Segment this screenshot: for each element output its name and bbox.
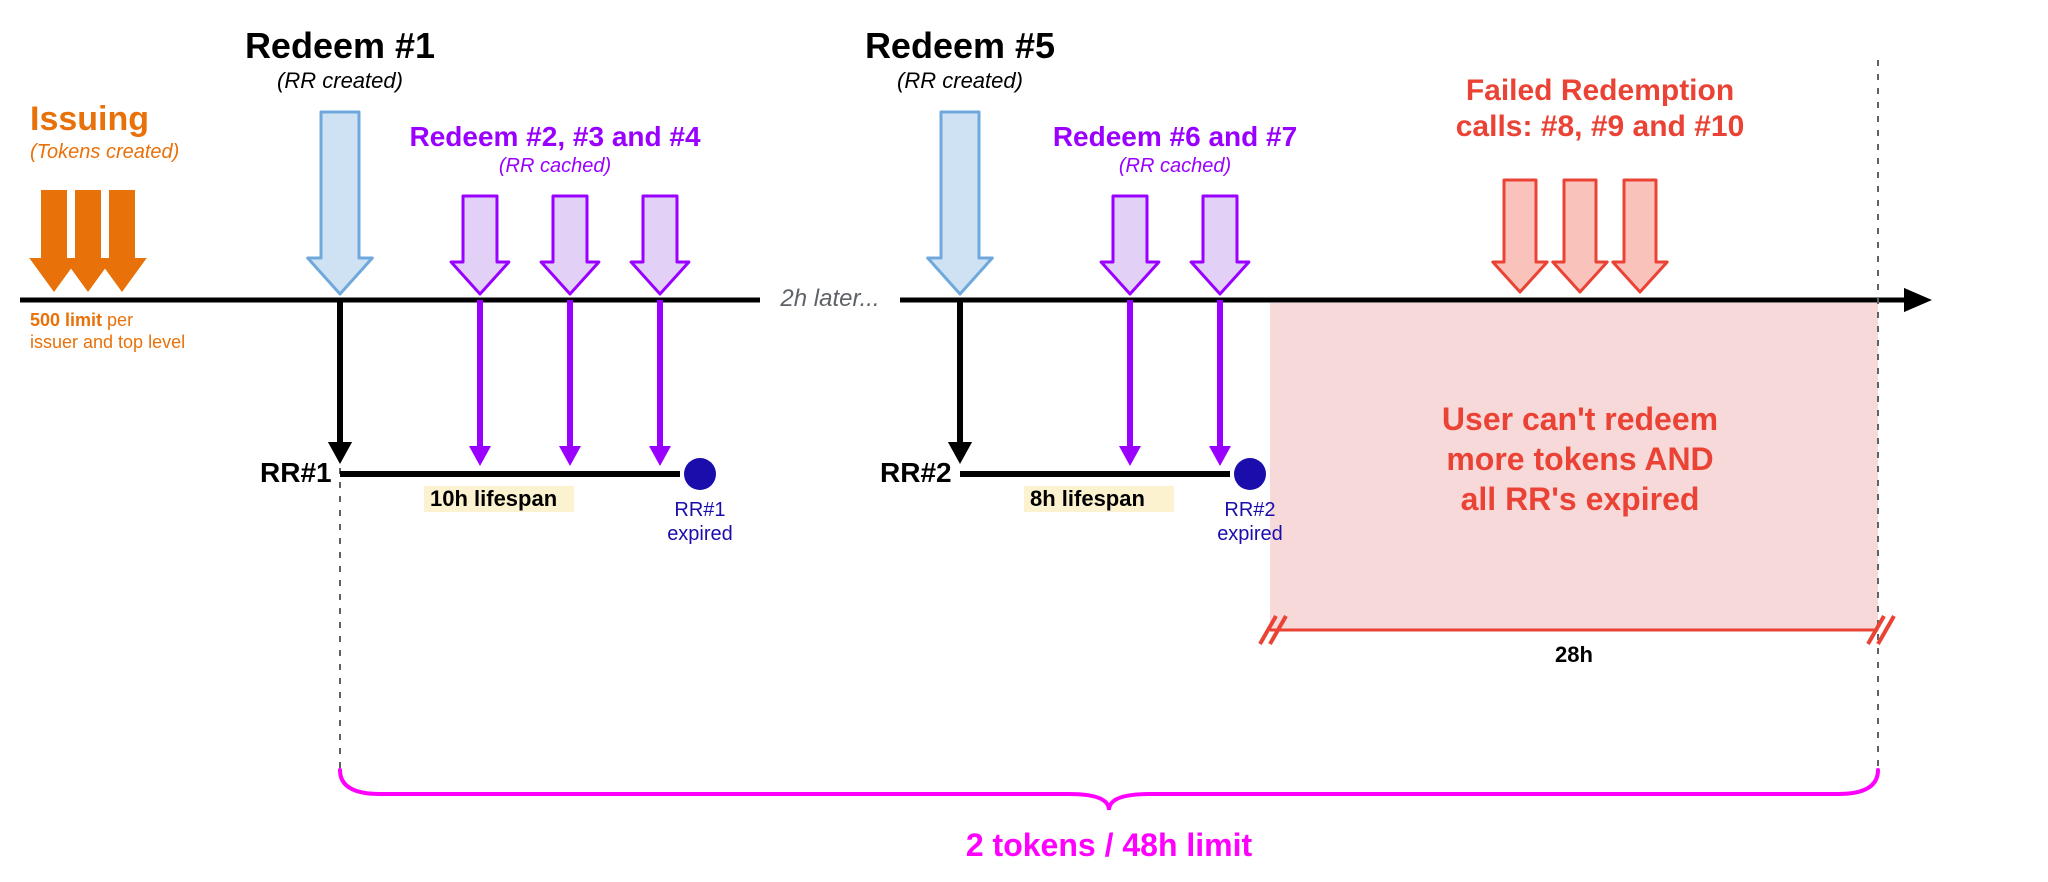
redeem-1-expired-dot (684, 458, 716, 490)
redeem-5-rr-label: RR#2 (880, 457, 952, 488)
failed-arrow-1 (1553, 180, 1607, 292)
redeem-5-expired-dot (1234, 458, 1266, 490)
failed-arrow-2 (1613, 180, 1667, 292)
redeem-234-down-0-head (469, 446, 491, 466)
redeem-234-block-0 (451, 196, 509, 294)
redeem-5-expired-text-1: expired (1217, 523, 1283, 545)
brace-label: 2 tokens / 48h limit (966, 827, 1253, 863)
redeem-5-title: Redeem #5 (865, 25, 1055, 66)
redeem-234-title: Redeem #2, #3 and #4 (409, 121, 700, 152)
redeem-234-block-1 (541, 196, 599, 294)
issuing-arrow-1 (63, 190, 112, 292)
failed-arrow-0 (1493, 180, 1547, 292)
redeem-234-block-2 (631, 196, 689, 294)
gap-label: 2h later... (779, 285, 879, 312)
failed-title-1: Failed Redemption (1466, 74, 1734, 107)
redeem-5-lifespan-label: 8h lifespan (1030, 486, 1145, 511)
failed-msg-0: User can't redeem (1442, 401, 1718, 437)
issuing-note: 500 limit per (30, 310, 133, 330)
redeem-5-subtitle: (RR created) (897, 68, 1023, 93)
issuing-arrow-0 (29, 190, 78, 292)
redeem-1-title: Redeem #1 (245, 25, 435, 66)
redeem-1-expired-text-0: RR#1 (674, 499, 725, 521)
failed-msg-2: all RR's expired (1461, 481, 1700, 517)
redeem-67-block-0 (1101, 196, 1159, 294)
redeem-234-subtitle: (RR cached) (499, 155, 611, 177)
redeem-1-subtitle: (RR created) (277, 68, 403, 93)
issuing-note-2: issuer and top level (30, 332, 185, 352)
redeem-1-block-arrow (308, 112, 373, 294)
redeem-234-down-1-head (559, 446, 581, 466)
issuing-arrow-2 (97, 190, 146, 292)
timeline-arrowhead (1904, 288, 1932, 312)
brace-48h (340, 770, 1878, 810)
redeem-234-down-2-head (649, 446, 671, 466)
redeem-1-expired-text-1: expired (667, 523, 733, 545)
failed-title-2: calls: #8, #9 and #10 (1456, 110, 1745, 143)
redeem-67-title: Redeem #6 and #7 (1053, 121, 1297, 152)
redeem-67-down-0-head (1119, 446, 1141, 466)
redeem-5-block-arrow (928, 112, 993, 294)
issuing-title: Issuing (30, 100, 149, 138)
redeem-67-subtitle: (RR cached) (1119, 155, 1231, 177)
redeem-1-rr-label: RR#1 (260, 457, 332, 488)
failed-msg-1: more tokens AND (1446, 441, 1713, 477)
redeem-5-expired-text-0: RR#2 (1224, 499, 1275, 521)
redeem-67-block-1 (1191, 196, 1249, 294)
redeem-1-lifespan-label: 10h lifespan (430, 486, 557, 511)
issuing-subtitle: (Tokens created) (30, 141, 179, 163)
redeem-67-down-1-head (1209, 446, 1231, 466)
failed-bracket-label: 28h (1555, 642, 1593, 667)
